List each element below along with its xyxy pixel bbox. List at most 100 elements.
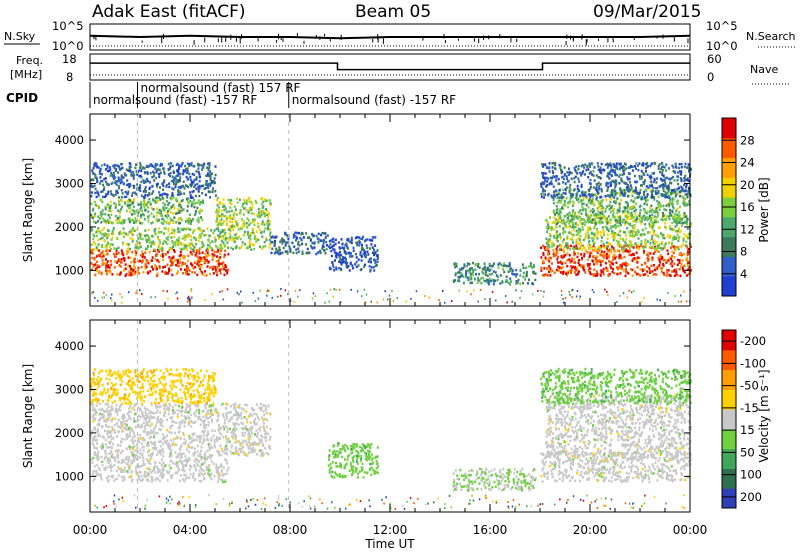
heatmap-cell (635, 251, 638, 254)
heatmap-cell (581, 256, 583, 260)
heatmap-cell (601, 210, 604, 213)
heatmap-cell (604, 288, 606, 291)
heatmap-cell (373, 269, 376, 272)
heatmap-cell (128, 182, 131, 186)
heatmap-cell (484, 298, 486, 301)
heatmap-cell (664, 191, 667, 194)
heatmap-cell (184, 184, 187, 187)
heatmap-cell (683, 252, 686, 256)
heatmap-cell (92, 178, 95, 182)
heatmap-cell (596, 270, 598, 273)
heatmap-cell (500, 263, 503, 267)
heatmap-cell (138, 211, 140, 214)
heatmap-cell (573, 202, 576, 205)
heatmap-cell (196, 182, 199, 186)
heatmap-cell (657, 167, 660, 170)
heatmap-cell (219, 252, 222, 256)
heatmap-cell (273, 243, 276, 247)
heatmap-cell (579, 228, 582, 232)
heatmap-cell (119, 178, 122, 182)
heatmap-cell (212, 265, 215, 269)
heatmap-cell (370, 257, 372, 261)
heatmap-cell (163, 208, 166, 211)
heatmap-cell (686, 256, 689, 260)
heatmap-cell (685, 258, 688, 261)
heatmap-cell (168, 201, 171, 205)
heatmap-cell (175, 221, 178, 224)
heatmap-cell (197, 464, 199, 467)
heatmap-cell (189, 191, 191, 194)
heatmap-cell (675, 270, 678, 274)
heatmap-cell (122, 458, 125, 462)
heatmap-cell (621, 173, 624, 177)
heatmap-cell (192, 190, 195, 193)
heatmap-cell (557, 192, 560, 196)
heatmap-cell (528, 278, 530, 281)
heatmap-cell (557, 265, 560, 268)
heatmap-cell (451, 300, 453, 303)
heatmap-cell (619, 223, 622, 227)
heatmap-cell (659, 177, 662, 181)
heatmap-cell (268, 212, 270, 215)
heatmap-cell (131, 228, 134, 232)
heatmap-cell (678, 267, 681, 271)
heatmap-cell (561, 222, 564, 225)
heatmap-cell (679, 230, 682, 233)
nave-label: Nave (750, 63, 778, 76)
heatmap-cell (564, 188, 567, 191)
heatmap-cell (195, 170, 198, 173)
heatmap-cell (633, 257, 636, 260)
heatmap-cell (636, 266, 639, 269)
heatmap-cell (322, 239, 325, 242)
heatmap-cell (599, 204, 602, 208)
heatmap-cell (563, 221, 566, 225)
heatmap-cell (647, 258, 650, 261)
heatmap-cell (488, 269, 491, 272)
heatmap-cell (557, 255, 559, 259)
heatmap-cell (163, 172, 166, 175)
heatmap-cell (159, 198, 162, 201)
heatmap-cell (269, 231, 272, 234)
heatmap-cell (156, 211, 159, 214)
heatmap-cell (314, 295, 316, 298)
heatmap-cell (230, 202, 233, 206)
heatmap-cell (643, 193, 645, 197)
heatmap-cell (549, 267, 552, 270)
heatmap-cell (546, 166, 549, 169)
nsky-spike (597, 38, 599, 41)
heatmap-cell (223, 220, 225, 223)
heatmap-cell (619, 166, 622, 170)
heatmap-cell (613, 234, 616, 238)
heatmap-cell (554, 167, 556, 170)
heatmap-cell (619, 204, 621, 207)
heatmap-cell (145, 260, 148, 263)
heatmap-cell (489, 273, 492, 276)
heatmap-cell (105, 193, 108, 196)
heatmap-cell (201, 245, 204, 249)
heatmap-cell (562, 196, 565, 199)
heatmap-cell (102, 188, 105, 191)
heatmap-cell (643, 250, 645, 253)
heatmap-cell (124, 190, 127, 194)
heatmap-cell (131, 237, 134, 241)
heatmap-cell (542, 165, 545, 168)
heatmap-cell (631, 268, 634, 272)
heatmap-cell (615, 162, 618, 165)
heatmap-cell (680, 245, 683, 248)
heatmap-cell (301, 242, 304, 246)
heatmap-cell (588, 198, 591, 201)
heatmap-cell (342, 261, 344, 264)
heatmap-cell (205, 249, 208, 252)
heatmap-cell (601, 244, 604, 248)
heatmap-cell (515, 282, 518, 285)
heatmap-cell (361, 243, 363, 247)
heatmap-cell (595, 194, 598, 197)
heatmap-cell (560, 198, 563, 202)
heatmap-cell (215, 270, 218, 274)
heatmap-cell (173, 216, 176, 219)
heatmap-cell (230, 209, 233, 213)
heatmap-cell (116, 237, 119, 241)
heatmap-cell (627, 245, 630, 248)
heatmap-cell (248, 208, 251, 211)
